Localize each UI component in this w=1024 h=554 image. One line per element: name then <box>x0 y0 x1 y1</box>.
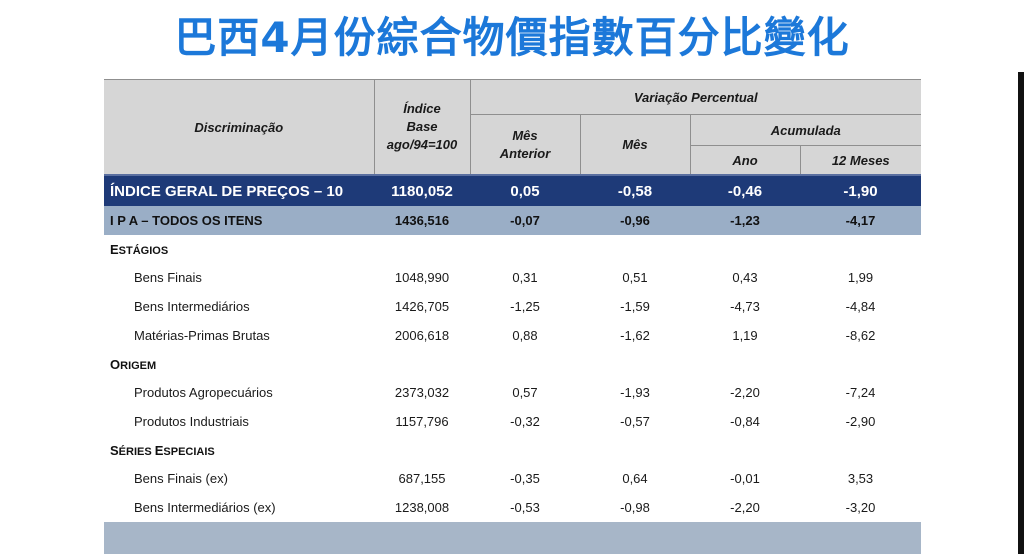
cell-mes-anterior: 0,88 <box>512 328 538 343</box>
row-label: I P A – TODOS OS ITENS <box>104 206 374 235</box>
header-mes-anterior-line1: Mês <box>512 127 538 143</box>
cell-ano: -2,20 <box>730 500 760 515</box>
row-label: ÍNDICE GERAL DE PREÇOS – 10 <box>104 174 374 206</box>
section-label: ESTÁGIOS <box>104 235 921 263</box>
cell-mes: 0,64 <box>622 471 648 486</box>
cell-12-meses: -3,20 <box>845 500 876 515</box>
cell-ano: 1,19 <box>732 328 758 343</box>
cell-indice: 1048,990 <box>394 270 450 285</box>
cell-ano: -0,01 <box>730 471 760 486</box>
section-label: ORIGEM <box>104 350 921 378</box>
cell-mes: -1,59 <box>620 299 650 314</box>
cell-12-meses: -4,17 <box>800 206 921 235</box>
cell-mes: -0,57 <box>620 414 650 429</box>
table-row: Bens Finais (ex) 687,155 -0,35 0,64 -0,0… <box>104 464 921 493</box>
header-indice: Índice Base ago/94=100 <box>373 79 471 176</box>
header-12-meses: 12 Meses <box>799 145 921 176</box>
row-label: Bens Finais <box>134 270 202 285</box>
cell-12-meses: -1,90 <box>800 174 921 206</box>
header-discriminacao: Discriminação <box>104 79 375 176</box>
cell-ano: -1,23 <box>690 206 800 235</box>
table-row: Produtos Agropecuários 2373,032 0,57 -1,… <box>104 378 921 407</box>
section-rest: ÉRIES <box>118 445 155 458</box>
cell-indice: 1436,516 <box>374 206 470 235</box>
cell-12-meses: 1,99 <box>847 270 874 285</box>
cell-ano: 0,43 <box>732 270 758 285</box>
table-row: Bens Finais 1048,990 0,31 0,51 0,43 1,99 <box>104 263 921 292</box>
section-estagios: ESTÁGIOS <box>104 235 921 263</box>
edge-bar <box>1018 72 1024 554</box>
cell-indice: 2006,618 <box>394 328 450 343</box>
cell-ano: -2,20 <box>730 385 760 400</box>
cell-mes-anterior: -0,53 <box>510 500 540 515</box>
section-rest: RIGEM <box>120 359 157 372</box>
header-mes: Mês <box>579 114 691 176</box>
cell-indice: 1238,008 <box>394 500 450 515</box>
cell-mes: -1,62 <box>620 328 650 343</box>
row-label: Bens Intermediários <box>134 299 250 314</box>
header-mes-anterior-line2: Anterior <box>499 145 551 161</box>
section-rest: STÁGIOS <box>118 244 169 257</box>
section-label: SÉRIES ESPECIAIS <box>104 436 921 464</box>
cell-12-meses: 3,53 <box>847 471 874 486</box>
cell-mes: 0,51 <box>622 270 648 285</box>
table-row: Bens Intermediários (ex) 1238,008 -0,53 … <box>104 493 921 522</box>
cell-mes: -0,96 <box>580 206 690 235</box>
cell-indice: 1157,796 <box>395 414 449 429</box>
cell-indice: 1426,705 <box>394 299 450 314</box>
cell-mes-anterior: -0,07 <box>470 206 580 235</box>
header-acumulada: Acumulada <box>689 114 921 146</box>
row-label: Bens Finais (ex) <box>134 471 228 486</box>
cell-mes-anterior: -0,32 <box>510 414 540 429</box>
cell-ano: -0,46 <box>690 174 800 206</box>
cell-12-meses: -8,62 <box>845 328 876 343</box>
header-indice-line3: ago/94=100 <box>386 137 458 152</box>
price-index-table: Discriminação Índice Base ago/94=100 Var… <box>104 79 921 554</box>
row-ipa: I P A – TODOS OS ITENS 1436,516 -0,07 -0… <box>104 206 921 235</box>
cell-12-meses: -4,84 <box>845 299 876 314</box>
cell-mes: -0,98 <box>620 500 650 515</box>
table-footer-band <box>104 522 921 554</box>
section-cap: O <box>110 356 121 372</box>
header-mes-anterior: Mês Anterior <box>469 114 581 176</box>
header-ano: Ano <box>689 145 801 176</box>
cell-indice: 687,155 <box>398 471 446 486</box>
header-indice-line1: Índice <box>403 101 441 116</box>
row-label: Produtos Agropecuários <box>134 385 273 400</box>
section-cap2: E <box>154 442 164 458</box>
section-cap: S <box>110 442 119 458</box>
cell-indice: 1180,052 <box>374 174 470 206</box>
table-row: Matérias-Primas Brutas 2006,618 0,88 -1,… <box>104 321 921 350</box>
cell-mes: -0,58 <box>580 174 690 206</box>
section-origem: ORIGEM <box>104 350 921 378</box>
cell-mes-anterior: 0,31 <box>512 270 538 285</box>
section-series-especiais: SÉRIES ESPECIAIS <box>104 436 921 464</box>
row-label: Produtos Industriais <box>134 414 249 429</box>
cell-mes-anterior: -0,35 <box>510 471 540 486</box>
table-row: Bens Intermediários 1426,705 -1,25 -1,59… <box>104 292 921 321</box>
cell-mes: -1,93 <box>620 385 650 400</box>
cell-12-meses: -7,24 <box>845 385 876 400</box>
cell-indice: 2373,032 <box>394 385 450 400</box>
cell-ano: -4,73 <box>730 299 760 314</box>
header-variacao: Variação Percentual <box>469 79 921 115</box>
cell-mes-anterior: 0,05 <box>470 174 580 206</box>
header-indice-line2: Base <box>406 119 438 134</box>
table-row: Produtos Industriais 1157,796 -0,32 -0,5… <box>104 407 921 436</box>
section-cap: E <box>110 241 119 257</box>
row-indice-geral: ÍNDICE GERAL DE PREÇOS – 10 1180,052 0,0… <box>104 174 921 206</box>
cell-mes-anterior: 0,57 <box>512 385 538 400</box>
footer-band-cell <box>104 522 921 554</box>
section-rest2: SPECIAIS <box>163 445 215 458</box>
cell-12-meses: -2,90 <box>845 414 876 429</box>
page-title: 巴西4月份綜合物價指數百分比變化 <box>174 13 850 62</box>
cell-mes-anterior: -1,25 <box>510 299 540 314</box>
cell-ano: -0,84 <box>730 414 760 429</box>
row-label: Matérias-Primas Brutas <box>134 328 270 343</box>
row-label: Bens Intermediários (ex) <box>134 500 276 515</box>
